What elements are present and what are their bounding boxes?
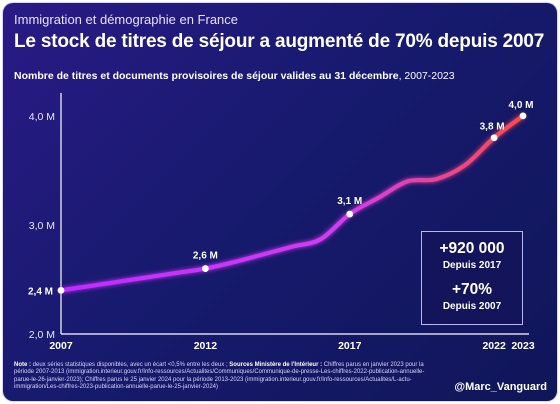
increase-label: Depuis 2017	[442, 260, 502, 271]
data-label: 3,8 M	[480, 122, 505, 133]
y-tick-label: 2,0 M	[29, 329, 55, 341]
line-chart: 2,0 M 3,0 M 4,0 M 2007 2012 2017 2022 2023 2,4 …	[28, 93, 535, 352]
chart-card: Immigration et démographie en France Le …	[3, 3, 557, 401]
x-tick-label: 2022	[482, 340, 506, 352]
x-tick-label: 2023	[511, 340, 535, 352]
subtitle-bold: Nombre de titres et documents provisoire…	[14, 70, 399, 82]
data-label: 2,6 M	[193, 251, 218, 262]
source-note: Note : deux séries statistiques disponib…	[14, 362, 434, 392]
kicker: Immigration et démographie en France	[14, 12, 239, 27]
y-tick-label: 3,0 M	[29, 220, 55, 232]
stats-box: +920 000 Depuis 2017 +70% Depuis 2007	[421, 231, 523, 325]
author-handle: @Marc_Vanguard	[454, 381, 547, 393]
x-tick-label: 2017	[338, 340, 362, 352]
chart-title: Le stock de titres de séjour a augmenté …	[14, 31, 545, 52]
data-label: 4,0 M	[508, 100, 533, 111]
data-label: 2,4 M	[28, 286, 53, 297]
data-point	[490, 134, 498, 142]
x-tick-label: 2007	[49, 340, 73, 352]
percent-value: +70%	[451, 281, 493, 298]
x-tick-label: 2012	[194, 340, 218, 352]
y-tick-label: 4,0 M	[29, 111, 55, 123]
data-point	[519, 112, 527, 120]
note-text-1: deux séries statistiques disponibles, av…	[31, 362, 230, 368]
data-label: 3,1 M	[337, 196, 362, 207]
data-point	[57, 286, 65, 294]
note-label: Note :	[14, 362, 31, 368]
percent-label: Depuis 2007	[442, 301, 502, 312]
note-text-2: Chiffres parus en janvier 2023 pour la p…	[14, 362, 425, 391]
increase-value: +920 000	[439, 240, 505, 257]
series-line	[58, 113, 526, 293]
chart-subtitle: Nombre de titres et documents provisoire…	[14, 70, 455, 82]
subtitle-range: , 2007-2023	[398, 70, 455, 82]
data-point	[346, 210, 354, 218]
sources-label: Sources Ministère de l'Intérieur :	[229, 362, 323, 368]
data-point	[201, 265, 209, 272]
